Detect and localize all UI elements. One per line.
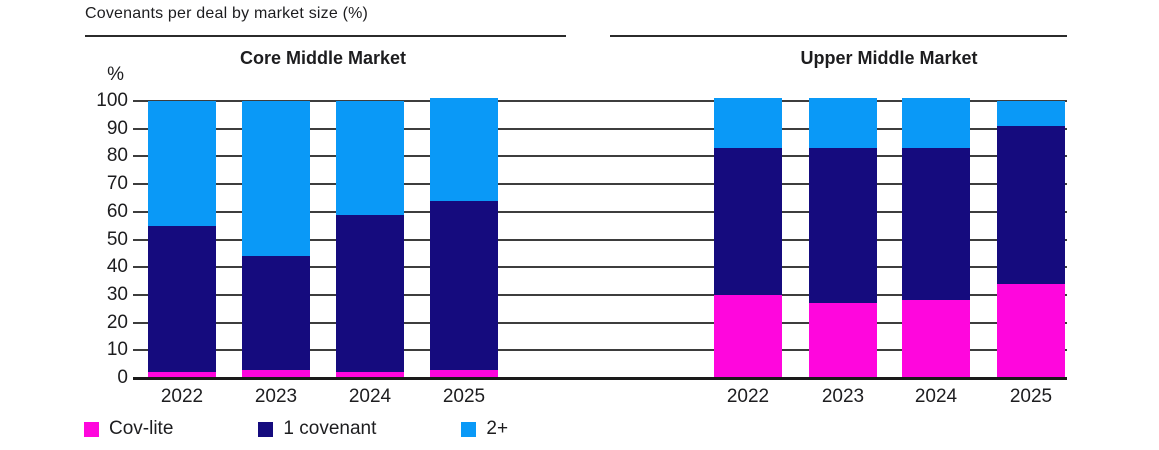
bar-segment-1-covenant xyxy=(997,125,1065,284)
bar-segment-2+ xyxy=(242,101,310,257)
bar-segment-1-covenant xyxy=(714,148,782,295)
title-rule-left xyxy=(85,35,566,37)
cov-lite-swatch-icon xyxy=(84,421,99,437)
x-axis-baseline xyxy=(133,377,1067,380)
legend-item-cov-lite: Cov-lite xyxy=(84,418,173,440)
bar-segment-2+ xyxy=(997,101,1065,126)
legend-label: Cov-lite xyxy=(109,418,174,439)
y-tick-label: 50 xyxy=(106,228,128,250)
bar-segment-cov-lite xyxy=(430,369,498,378)
x-tick-label: 2023 xyxy=(821,386,865,407)
x-tick-label: 2023 xyxy=(254,386,298,407)
gridline xyxy=(133,127,1067,130)
bar-segment-1-covenant xyxy=(336,214,404,373)
bar-segment-1-covenant xyxy=(902,148,970,301)
y-tick-label: 0 xyxy=(117,367,128,388)
y-tick-label: 80 xyxy=(106,145,128,167)
gridline xyxy=(133,100,1067,102)
gridline xyxy=(133,266,1067,269)
title-rule-right xyxy=(610,35,1067,37)
panel-title-core-middle-market: Core Middle Market xyxy=(239,48,407,68)
bar-segment-2+ xyxy=(902,98,970,149)
bar-segment-cov-lite xyxy=(809,303,877,378)
bar-upper-middle-market-2025 xyxy=(997,101,1065,378)
bar-segment-cov-lite xyxy=(336,372,404,378)
legend-item-2-plus: 2+ xyxy=(461,418,508,440)
x-tick-label: 2025 xyxy=(1009,386,1053,407)
bar-core-middle-market-2022 xyxy=(148,101,216,378)
x-tick-label: 2022 xyxy=(160,386,204,407)
bar-segment-2+ xyxy=(148,101,216,226)
bar-segment-1-covenant xyxy=(809,148,877,304)
legend-label: 1 covenant xyxy=(283,418,377,439)
panel-title-upper-middle-market: Upper Middle Market xyxy=(800,48,978,68)
y-tick-label: 100 xyxy=(96,90,128,111)
bar-segment-2+ xyxy=(430,98,498,201)
bar-segment-1-covenant xyxy=(430,200,498,370)
bar-segment-cov-lite xyxy=(714,294,782,378)
x-tick-label: 2024 xyxy=(348,386,392,407)
legend: Cov-lite 1 covenant 2+ xyxy=(84,418,508,440)
bar-segment-1-covenant xyxy=(148,225,216,373)
y-tick-label: 40 xyxy=(106,256,128,278)
bar-segment-cov-lite xyxy=(902,300,970,378)
y-tick-label: 60 xyxy=(106,200,128,222)
bar-segment-cov-lite xyxy=(242,369,310,378)
y-tick-label: 70 xyxy=(106,173,128,195)
chart-title: Covenants per deal by market size (%) xyxy=(85,5,369,22)
one-covenant-swatch-icon xyxy=(258,421,274,437)
gridline xyxy=(133,349,1067,352)
y-tick-label: 90 xyxy=(106,117,128,139)
y-tick-label: 30 xyxy=(106,283,128,305)
bar-core-middle-market-2023 xyxy=(242,101,310,378)
bar-core-middle-market-2024 xyxy=(336,101,404,378)
bar-upper-middle-market-2024 xyxy=(902,98,970,378)
gridline xyxy=(133,155,1067,158)
bar-segment-cov-lite xyxy=(997,283,1065,378)
bar-segment-cov-lite xyxy=(148,372,216,378)
bar-upper-middle-market-2023 xyxy=(809,98,877,378)
x-tick-label: 2024 xyxy=(914,386,958,407)
bar-segment-2+ xyxy=(714,98,782,149)
gridline xyxy=(133,210,1067,213)
gridline xyxy=(133,321,1067,324)
bar-segment-2+ xyxy=(809,98,877,149)
two-plus-swatch-icon xyxy=(461,421,477,437)
y-tick-label: 10 xyxy=(106,339,128,361)
y-tick-label: 20 xyxy=(106,311,128,333)
bar-upper-middle-market-2022 xyxy=(714,98,782,378)
legend-item-1-covenant: 1 covenant xyxy=(258,418,376,440)
gridline xyxy=(133,238,1067,241)
gridline xyxy=(133,293,1067,296)
x-tick-label: 2025 xyxy=(442,386,486,407)
legend-label: 2+ xyxy=(486,418,509,439)
bar-segment-2+ xyxy=(336,101,404,215)
bar-core-middle-market-2025 xyxy=(430,98,498,378)
bar-segment-1-covenant xyxy=(242,256,310,370)
x-tick-label: 2022 xyxy=(726,386,770,407)
y-axis-unit-label: % xyxy=(107,64,124,85)
gridline xyxy=(133,183,1067,186)
